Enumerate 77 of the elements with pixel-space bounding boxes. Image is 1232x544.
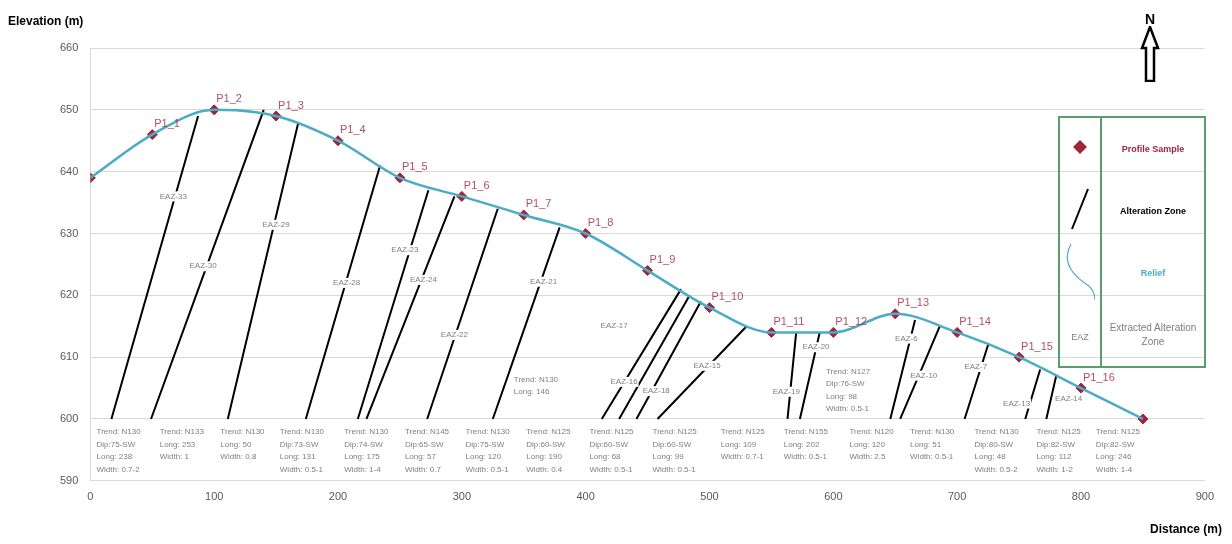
data-label: P1_8 xyxy=(587,216,614,229)
annotation: EAZ-10 xyxy=(910,370,938,380)
annotation: EAZ-17 xyxy=(600,321,629,331)
annotation: Trend: N130 Long: 51 Width: 0.5-1 xyxy=(910,427,955,462)
annotation: EAZ-24 xyxy=(409,275,438,285)
legend-box: Profile Sample Alteration Zone Relief EAZ Extracted Alteration Zone xyxy=(1058,116,1206,368)
data-label: P1_15 xyxy=(1021,339,1053,352)
annotation: Trend: N125 Dip:82-SW Long: 246 Width: 1-4 xyxy=(1095,427,1141,474)
annotation: Trend: N130 Dip:75-SW Long: 120 Width: 0.5-1 xyxy=(465,427,511,474)
x-tick-label: 500 xyxy=(700,490,719,503)
x-tick-label: 0 xyxy=(87,490,94,503)
annotation: EAZ-30 xyxy=(189,261,218,271)
y-tick-label: 620 xyxy=(59,288,79,301)
annotation: EAZ-21 xyxy=(530,276,558,286)
data-label: P1_16 xyxy=(1082,370,1115,383)
y-tick-label: 650 xyxy=(59,102,79,115)
y-tick-label: 610 xyxy=(59,350,79,363)
annotation: Trend: N120 Long: 120 Width: 2.5 xyxy=(849,427,895,462)
data-label: P1_13 xyxy=(897,296,930,309)
annotation: Trend: N125 Dip:82-SW Long: 112 Width: 1-2 xyxy=(1036,427,1082,474)
annotation: Trend: N130 Dip:74-SW Long: 175 Width: 1-4 xyxy=(344,427,389,474)
annotation: EAZ-23 xyxy=(391,245,419,255)
annotation: Trend: N155 Long: 202 Width: 0.5-1 xyxy=(783,427,829,462)
y-tick-label: 640 xyxy=(59,164,79,177)
y-tick-label: 630 xyxy=(59,226,79,239)
data-label: P1_14 xyxy=(959,314,991,327)
data-label: P1_5 xyxy=(401,160,428,173)
annotation: Trend: N130 Dip:73-SW Long: 131 Width: 0.5-1 xyxy=(279,427,325,474)
annotation: Trend: N130 Dip:75-SW Long: 238 Width: 0.7-2 xyxy=(96,427,142,474)
data-label: P1_2 xyxy=(216,92,242,105)
data-label: P1_6 xyxy=(463,178,490,191)
annotation: Trend: N127 Dip:76-SW Long: 98 Width: 0.5-1 xyxy=(825,366,871,414)
annotation: EAZ-28 xyxy=(333,278,361,288)
annotation: EAZ-18 xyxy=(642,386,671,396)
y-tick-label: 590 xyxy=(59,473,79,486)
annotation: EAZ-33 xyxy=(159,191,188,201)
annotation: Trend: N130 Dip:80-SW Long: 48 Width: 0.5-2 xyxy=(974,427,1020,474)
annotation: Extracted Alteration Zone xyxy=(1108,321,1198,349)
annotation: EAZ-7 xyxy=(964,362,988,372)
x-tick-label: 200 xyxy=(328,490,348,503)
data-label: P1_4 xyxy=(340,123,366,136)
x-tick-label: 600 xyxy=(824,490,843,503)
y-tick-label: 600 xyxy=(59,412,79,424)
x-tick-label: 700 xyxy=(947,490,967,503)
annotation: Trend: N130 Long: 146 xyxy=(513,374,559,397)
data-label: P1_11 xyxy=(773,314,805,327)
annotation: EAZ xyxy=(1071,332,1089,342)
annotation: EAZ-15 xyxy=(693,361,722,370)
data-label: P1_10 xyxy=(711,290,744,303)
y-axis-title: Elevation (m) xyxy=(8,14,84,29)
x-tick-label: 400 xyxy=(576,490,595,503)
annotation: EAZ-16 xyxy=(610,377,639,387)
annotation: Trend: N133 Long: 253 Width: 1 xyxy=(159,427,205,462)
annotation: Trend: N125 Long: 109 Width: 0.7-1 xyxy=(720,427,766,462)
annotation: EAZ-29 xyxy=(262,220,291,230)
x-tick-label: 900 xyxy=(1195,490,1214,503)
annotation: EAZ-22 xyxy=(440,330,469,340)
data-label: P1_3 xyxy=(278,98,304,111)
x-axis-title: Distance (m) xyxy=(1149,522,1222,537)
annotation: EAZ-19 xyxy=(772,386,801,396)
annotation: Trend: N130 Long: 50 Width: 0.8 xyxy=(220,427,266,462)
x-tick-label: 300 xyxy=(452,490,472,503)
annotation: EAZ-6 xyxy=(895,333,919,343)
data-label: P1_7 xyxy=(525,197,552,210)
data-label: P1_9 xyxy=(649,253,676,266)
annotation: Trend: N125 Dip:60-SW Long: 68 Width: 0.5-1 xyxy=(589,427,635,474)
x-tick-label: 100 xyxy=(205,490,224,503)
text: N xyxy=(1143,11,1157,27)
annotation: Trend: N145 Dip:65-SW Long: 57 Width: 0.7 xyxy=(404,427,450,474)
annotation: EAZ-14 xyxy=(1055,393,1083,403)
annotation: EAZ-13 xyxy=(1003,398,1031,408)
x-tick-label: 800 xyxy=(1071,490,1091,503)
annotation: Trend: N125 Dip:60-SW Long: 99 Width: 0.5-1 xyxy=(652,427,698,474)
y-tick-label: 660 xyxy=(59,41,79,54)
annotation: Trend: N125 Dip:60-SW Long: 190 Width: 0.4 xyxy=(526,427,571,474)
data-label: P1_12 xyxy=(835,314,868,327)
annotation: EAZ-20 xyxy=(802,342,831,352)
